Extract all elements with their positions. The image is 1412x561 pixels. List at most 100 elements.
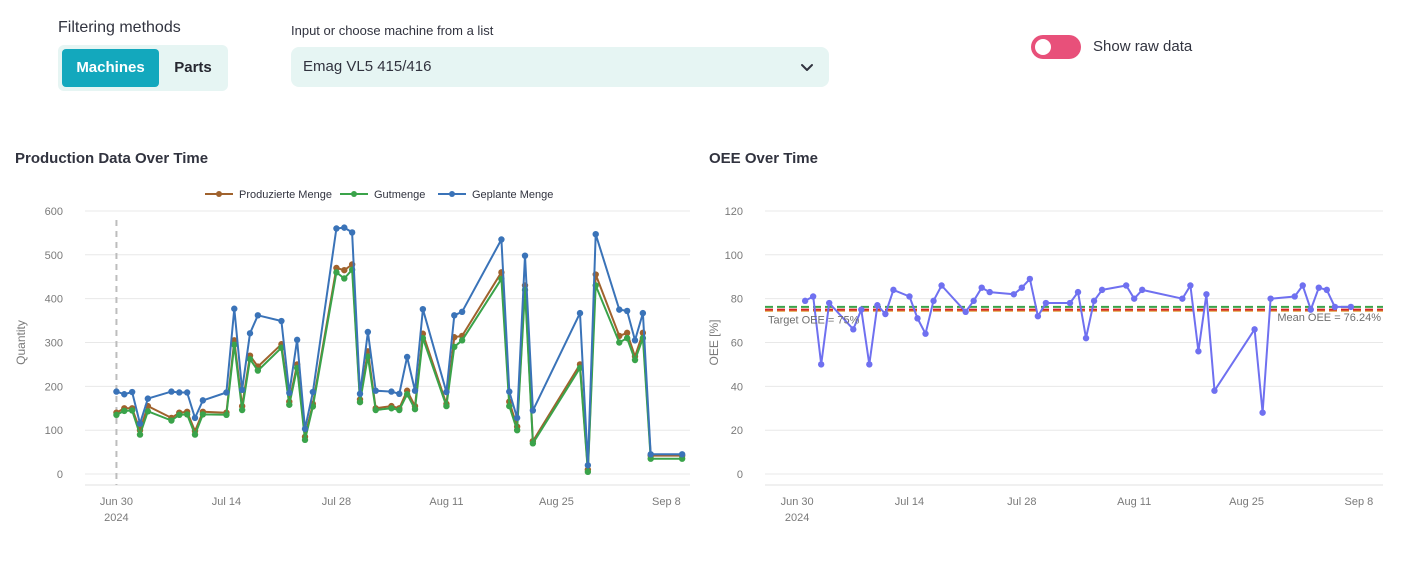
y-tick-label: 0 [737,469,743,481]
produced-series-point [231,337,238,344]
oee-series-point [866,361,873,368]
good-series-point [411,405,419,413]
planned-series-point [403,353,411,361]
x-tick-year-label: 2024 [104,512,128,524]
good-series-point [301,436,309,444]
oee-series-point [1211,387,1218,394]
machine-select-value: Emag VL5 415/416 [303,58,432,75]
planned-series-point [631,337,639,344]
x-tick-label: Aug 25 [539,496,574,508]
good-series-point [396,406,403,414]
planned-series-point [458,308,466,316]
y-tick-label: 600 [45,206,63,218]
planned-series-point [411,387,419,394]
good-series-point [584,468,592,476]
oee-series-point [809,293,817,300]
show-raw-data-toggle[interactable] [1031,35,1081,59]
toggle-knob [1035,39,1051,55]
planned-series-point [356,390,364,397]
oee-series-point [1187,282,1194,289]
oee-series-point [1074,288,1082,296]
oee-series-point [890,286,897,294]
y-tick-label: 0 [57,469,63,481]
planned-series-point [396,390,403,397]
good-series-point [121,407,128,415]
planned-series-point [199,397,207,404]
good-series-point [443,402,450,410]
mean-oee-annotation: Mean OEE = 76.24% [1277,312,1381,324]
planned-series-point [231,305,238,312]
oee-series-point [882,310,889,318]
good-series-point [246,355,254,363]
planned-series-point [333,225,340,232]
good-series-point [513,426,521,434]
x-tick-year-label: 2024 [785,512,809,524]
x-tick-label: Aug 11 [1117,496,1151,508]
x-tick-label: Sep 8 [1345,496,1374,508]
oee-series-point [1122,282,1130,289]
oee-series-point [1066,299,1074,307]
x-tick-label: Jul 28 [322,496,351,508]
good-series-point [183,411,191,418]
planned-series-point [513,414,521,422]
planned-series-point [254,312,262,319]
good-series-point [286,401,293,408]
oee-series-point [978,284,985,291]
oee-series-point [970,297,977,305]
oee-series-point [1139,286,1146,294]
good-series-point [278,344,285,351]
y-tick-label: 60 [731,338,743,350]
oee-chart-title: OEE Over Time [709,150,818,167]
x-tick-label: Jun 30 [100,496,133,508]
good-series-point [403,391,411,398]
target-oee-annotation: Target OEE = 75% [768,315,860,327]
oee-series-point [938,282,945,289]
oee-series-point [850,326,857,333]
x-tick-label: Jun 30 [781,496,814,508]
good-series-point [333,269,340,276]
machine-select[interactable]: Emag VL5 415/416 [291,47,829,87]
oee-series-point [1179,295,1186,302]
y-tick-label: 400 [45,294,63,306]
oee-series-point [1331,303,1339,311]
planned-series-point [584,462,592,469]
legend-swatch-marker [351,191,357,197]
good-series-point [199,411,207,418]
produced-series-point [341,266,348,274]
machines-option-button[interactable]: Machines [62,49,159,87]
x-tick-label: Aug 25 [1229,496,1264,508]
good-series-point [506,402,513,410]
good-series-point [647,455,654,462]
planned-series-point [113,388,120,395]
production-chart-title: Production Data Over Time [15,150,209,167]
good-series-point [168,417,175,424]
planned-series-point [168,388,175,395]
planned-series-point [388,388,395,395]
planned-series-point [529,407,537,414]
oee-series-point [1203,291,1210,298]
planned-series-point [498,236,505,243]
good-series-point [113,411,120,419]
planned-series-point [286,389,293,397]
production-data-chart: 0 100 200 300 400 500 600 Jun 30 2024 Jul 14 Jul 2… [14,189,690,524]
oee-series-point [1042,299,1050,307]
oee-series-point [1323,286,1331,294]
good-series-point [356,398,364,406]
good-series-point [623,334,631,342]
good-series-point [364,353,372,360]
oee-series-point [962,308,969,316]
good-series-point [341,275,348,282]
oee-series-point [1018,284,1026,291]
parts-option-button[interactable]: Parts [174,59,212,76]
good-series-point [451,343,458,351]
oee-series-point [1251,326,1258,333]
good-series-line [115,268,683,473]
oee-series-point [801,297,809,305]
good-series-point [238,406,246,414]
planned-series-point [678,451,686,458]
planned-series-point [419,305,427,313]
oee-chart: 0 20 40 60 80 100 120 Jun 30 2024 Jul 14 Jul 28 Aug… [707,206,1383,524]
planned-series-point [639,309,647,317]
oee-series-point [826,299,833,307]
legend-label: Gutmenge [374,189,425,201]
